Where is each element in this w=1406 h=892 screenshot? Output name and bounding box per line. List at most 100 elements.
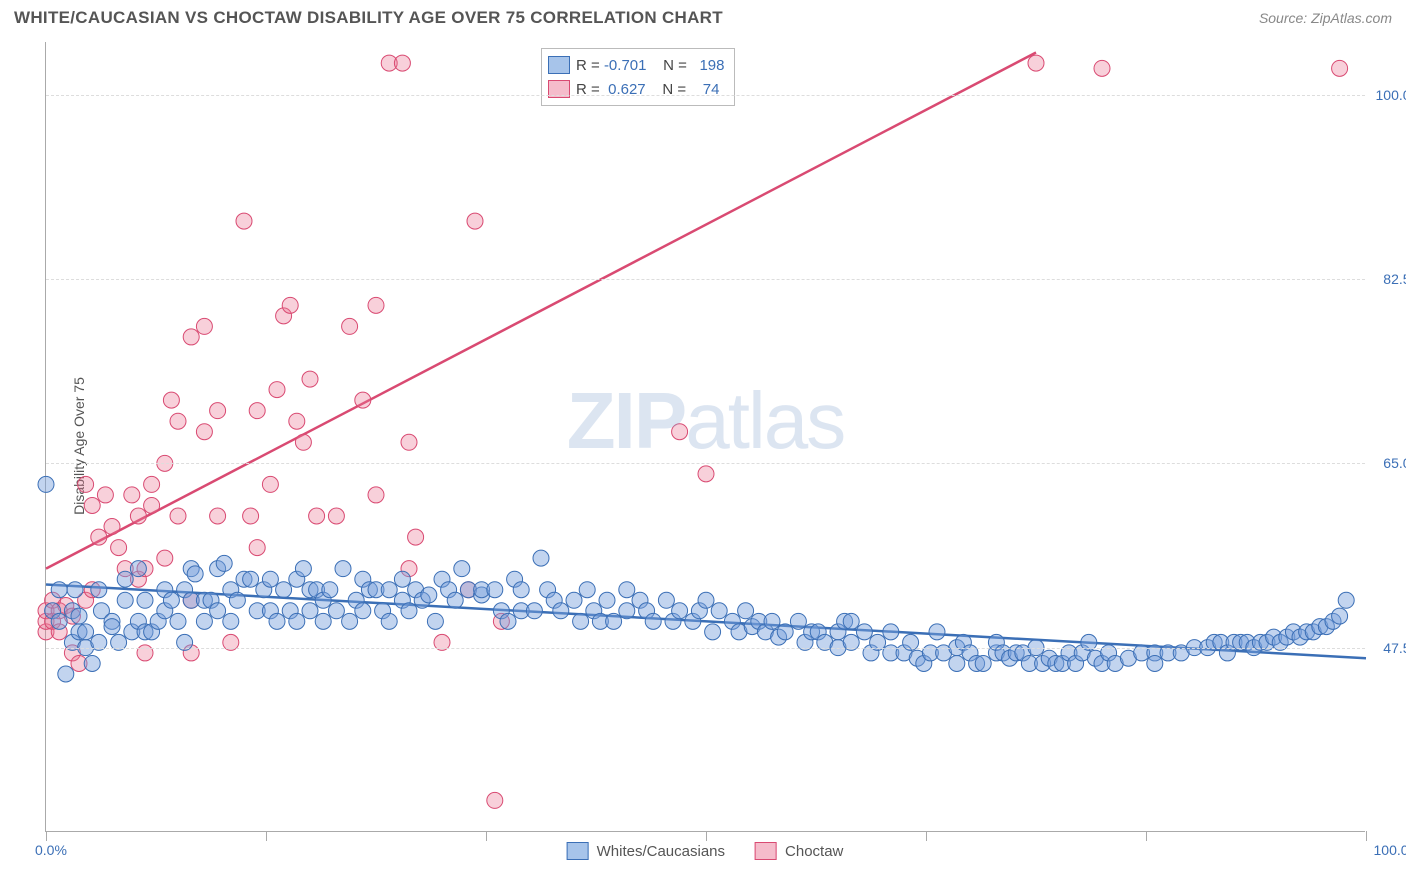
point-choctaw xyxy=(249,403,265,419)
point-white xyxy=(137,592,153,608)
point-choctaw xyxy=(401,434,417,450)
stat-legend: R = -0.701 N = 198 R = 0.627 N = 74 xyxy=(541,48,735,106)
point-choctaw xyxy=(394,55,410,71)
point-white xyxy=(104,619,120,635)
xtick xyxy=(1366,831,1367,841)
point-white xyxy=(454,561,470,577)
xlabel-min: 0.0% xyxy=(35,842,67,858)
point-white xyxy=(427,613,443,629)
point-white xyxy=(500,613,516,629)
point-choctaw xyxy=(243,508,259,524)
point-choctaw xyxy=(97,487,113,503)
plot-area: ZIPatlas R = -0.701 N = 198 R = 0.627 xyxy=(45,42,1365,832)
point-white xyxy=(302,603,318,619)
point-white xyxy=(619,582,635,598)
point-white xyxy=(51,613,67,629)
point-white xyxy=(658,592,674,608)
xtick xyxy=(486,831,487,841)
point-white xyxy=(777,624,793,640)
point-white xyxy=(289,613,305,629)
point-choctaw xyxy=(210,508,226,524)
point-white xyxy=(513,582,529,598)
point-white xyxy=(579,582,595,598)
swatch-white xyxy=(548,56,570,74)
xtick xyxy=(706,831,707,841)
point-choctaw xyxy=(269,382,285,398)
gridline xyxy=(46,95,1365,96)
point-white xyxy=(269,613,285,629)
point-white xyxy=(705,624,721,640)
point-white xyxy=(843,613,859,629)
bottom-legend: Whites/Caucasians Choctaw xyxy=(567,842,844,860)
point-choctaw xyxy=(1332,60,1348,76)
point-white xyxy=(599,592,615,608)
point-white xyxy=(78,624,94,640)
point-white xyxy=(130,561,146,577)
point-choctaw xyxy=(130,508,146,524)
point-white xyxy=(606,613,622,629)
legend-item-choctaw: Choctaw xyxy=(755,842,843,860)
point-white xyxy=(58,666,74,682)
legend-label-white: Whites/Caucasians xyxy=(597,843,725,860)
point-white xyxy=(929,624,945,640)
point-choctaw xyxy=(236,213,252,229)
point-choctaw xyxy=(170,508,186,524)
point-white xyxy=(163,592,179,608)
point-choctaw xyxy=(144,497,160,513)
ytick-label: 82.5% xyxy=(1383,271,1406,287)
point-white xyxy=(566,592,582,608)
point-white xyxy=(738,603,754,619)
point-choctaw xyxy=(111,540,127,556)
point-choctaw xyxy=(282,297,298,313)
point-white xyxy=(975,655,991,671)
point-white xyxy=(355,603,371,619)
point-white xyxy=(342,613,358,629)
chart-svg xyxy=(46,42,1365,831)
point-white xyxy=(1332,608,1348,624)
point-choctaw xyxy=(196,424,212,440)
point-white xyxy=(1147,655,1163,671)
point-choctaw xyxy=(368,297,384,313)
xtick xyxy=(926,831,927,841)
point-white xyxy=(619,603,635,619)
point-white xyxy=(698,592,714,608)
point-white xyxy=(381,613,397,629)
point-white xyxy=(949,655,965,671)
point-choctaw xyxy=(78,476,94,492)
point-choctaw xyxy=(302,371,318,387)
point-white xyxy=(487,582,503,598)
ytick-label: 65.0% xyxy=(1383,455,1406,471)
point-white xyxy=(67,582,83,598)
point-white xyxy=(573,613,589,629)
gridline xyxy=(46,279,1365,280)
gridline xyxy=(46,648,1365,649)
point-white xyxy=(381,582,397,598)
xlabel-max: 100.0% xyxy=(1374,842,1406,858)
point-choctaw xyxy=(1028,55,1044,71)
point-white xyxy=(315,613,331,629)
point-choctaw xyxy=(295,434,311,450)
point-choctaw xyxy=(698,466,714,482)
ytick-label: 100.0% xyxy=(1376,87,1406,103)
point-white xyxy=(223,613,239,629)
point-white xyxy=(526,603,542,619)
point-white xyxy=(51,582,67,598)
point-white xyxy=(71,608,87,624)
point-choctaw xyxy=(104,519,120,535)
point-white xyxy=(196,613,212,629)
point-white xyxy=(672,603,688,619)
point-white xyxy=(243,571,259,587)
point-white xyxy=(883,624,899,640)
legend-item-white: Whites/Caucasians xyxy=(567,842,725,860)
point-white xyxy=(38,476,54,492)
legend-swatch-white xyxy=(567,842,589,860)
point-choctaw xyxy=(249,540,265,556)
point-white xyxy=(533,550,549,566)
legend-swatch-choctaw xyxy=(755,842,777,860)
point-white xyxy=(790,613,806,629)
point-choctaw xyxy=(355,392,371,408)
plot-container: ZIPatlas R = -0.701 N = 198 R = 0.627 xyxy=(45,42,1365,832)
source-label: Source: ZipAtlas.com xyxy=(1259,10,1392,26)
point-choctaw xyxy=(170,413,186,429)
point-choctaw xyxy=(262,476,278,492)
